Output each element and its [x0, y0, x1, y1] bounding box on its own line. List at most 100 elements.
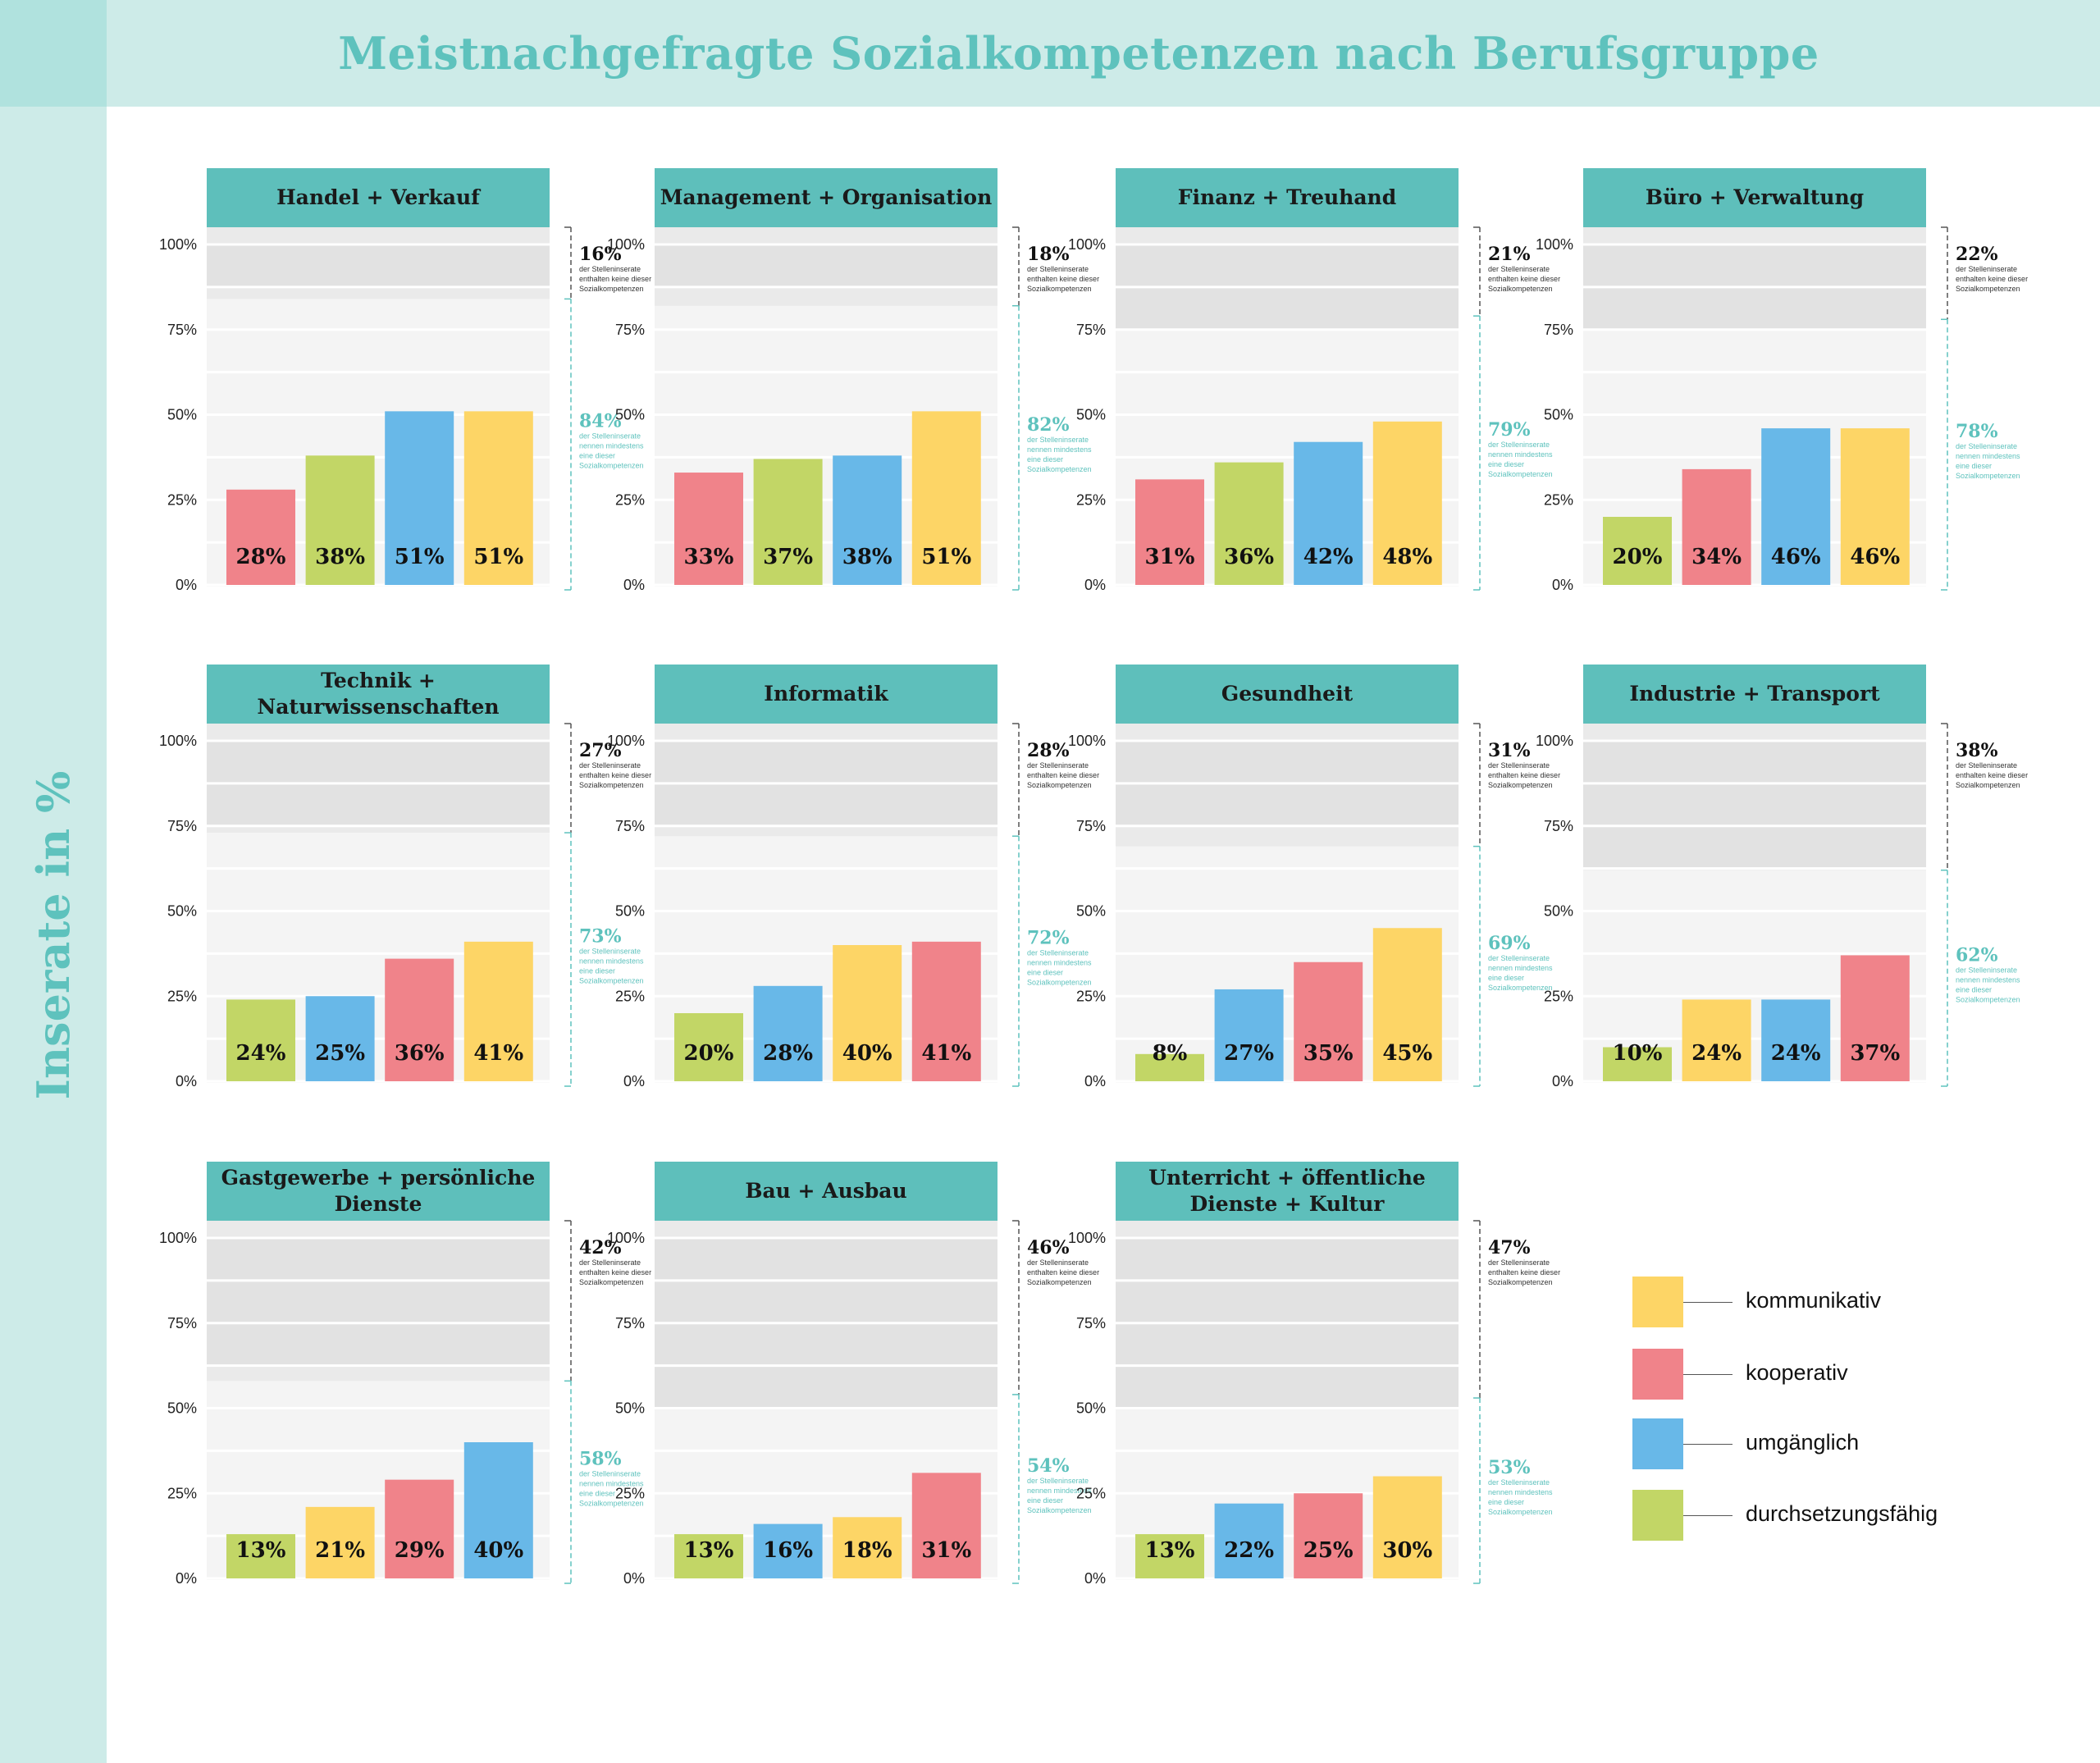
y-tick-label: 25%: [615, 491, 645, 508]
bar-durchsetzungsfähig: [305, 455, 375, 585]
y-tick-label: 100%: [1068, 236, 1106, 253]
with-note: nennen mindestens: [1027, 1487, 1092, 1495]
bar-durchsetzungsfähig: [674, 1534, 743, 1578]
with-note: Sozialkompetenzen: [1488, 470, 1553, 478]
bar-value-label: 30%: [1382, 1538, 1432, 1563]
panel-title: Finanz + Treuhand: [1116, 168, 1459, 227]
panel-chart: 100%75%50%25%0%33% 37% 38% 51%18%der Stelle…: [607, 226, 1099, 593]
bar-value-label: 34%: [1691, 545, 1742, 569]
bar-kooperativ: [911, 941, 981, 1081]
bar-kommunikativ: [463, 941, 533, 1081]
bar-value-label: 46%: [1771, 545, 1821, 569]
without-note: der Stelleninserate: [1027, 265, 1089, 273]
bar-kooperativ: [911, 1473, 981, 1578]
bar-durchsetzungsfähig: [1135, 1053, 1204, 1081]
bar-value-label: 22%: [1224, 1538, 1274, 1563]
without-note: der Stelleninserate: [1488, 761, 1550, 770]
no-skill-zone: [1583, 227, 1926, 320]
no-skill-zone: [207, 1221, 550, 1382]
with-note: der Stelleninserate: [579, 948, 641, 956]
without-percent: 18%: [1027, 244, 1070, 265]
y-tick-label: 75%: [1544, 322, 1573, 338]
bar-umgänglich: [833, 455, 902, 585]
chart-title: Meistnachgefragte Sozialkompetenzen nach…: [338, 27, 1819, 80]
panel-plot-group: 100%75%50%25%0%20% 34% 46% 46%22%der Stelle…: [1536, 226, 2028, 593]
bar-value-label: 18%: [842, 1538, 892, 1563]
with-percent: 84%: [579, 411, 622, 432]
legend-leader-line: [1683, 1444, 1732, 1445]
bar-value-label: 13%: [1145, 1538, 1195, 1563]
y-tick-label: 50%: [615, 1400, 645, 1417]
panel-plot-group: 100%75%50%25%0%8% 27% 35% 45%31%der Stellen…: [1068, 723, 1560, 1089]
panel-title-line: Dienste: [334, 1192, 422, 1216]
bar-durchsetzungsfähig: [226, 999, 295, 1081]
panel-chart: 100%75%50%25%0%8% 27% 35% 45%31%der Stellen…: [1068, 723, 1560, 1089]
with-note: der Stelleninserate: [1488, 954, 1550, 962]
bar-umgänglich: [305, 996, 375, 1081]
bar-value-label: 10%: [1613, 1041, 1663, 1066]
plot-band: [655, 329, 998, 372]
with-note: nennen mindestens: [1488, 1488, 1553, 1496]
y-tick-label: 100%: [159, 733, 197, 749]
y-tick-label: 25%: [1544, 491, 1573, 508]
with-percent: 54%: [1027, 1455, 1070, 1477]
without-percent: 38%: [1956, 740, 1998, 761]
panel: 100% 75% 50% 25% 0% 8% 27% 35% 45% 31% der Stellen…: [1042, 665, 1598, 1099]
no-skill-zone: [1116, 1221, 1459, 1399]
without-percent: 21%: [1488, 244, 1531, 265]
with-note: Sozialkompetenzen: [1027, 465, 1092, 473]
with-note: eine dieser: [1956, 462, 1992, 470]
y-tick-label: 75%: [615, 818, 645, 834]
panel-chart: 100%75%50%25%0%31% 36% 42% 48%21%der Stelle…: [1068, 226, 1560, 593]
plot-band: [1116, 1408, 1459, 1451]
bar-kommunikativ: [305, 1506, 375, 1578]
panel-plot-group: 100%75%50%25%0%13% 16% 18% 31%46%der Stelle…: [607, 1220, 1099, 1587]
y-tick-label: 50%: [167, 407, 197, 423]
bar-value-label: 8%: [1153, 1041, 1188, 1066]
bar-umgänglich: [1294, 441, 1363, 585]
without-percent: 47%: [1488, 1237, 1531, 1258]
panel-chart: 100%75%50%25%0%20% 34% 46% 46%22%der Stelle…: [1536, 226, 2028, 593]
with-note: eine dieser: [579, 1490, 615, 1498]
bar-umgänglich: [385, 411, 454, 585]
panel-chart: 100%75%50%25%0%13% 22% 25% 30%47%der Stelle…: [1068, 1220, 1560, 1587]
y-tick-label: 75%: [1076, 818, 1106, 834]
plot-band: [655, 1408, 998, 1451]
bar-value-label: 13%: [236, 1538, 286, 1563]
with-note: Sozialkompetenzen: [1488, 984, 1553, 992]
with-percent: 78%: [1956, 421, 1998, 442]
y-tick-label: 50%: [1076, 407, 1106, 423]
y-tick-label: 100%: [607, 1230, 645, 1246]
y-tick-label: 0%: [176, 577, 197, 593]
panel-title-line: Dienste + Kultur: [1189, 1192, 1385, 1216]
bar-umgänglich: [753, 985, 823, 1081]
with-note: nennen mindestens: [1956, 975, 2020, 984]
with-percent: 69%: [1488, 933, 1531, 954]
without-note: enthalten keine dieser: [579, 275, 651, 283]
bar-umgänglich: [1214, 1503, 1284, 1578]
with-percent: 62%: [1956, 944, 1998, 966]
without-percent: 28%: [1027, 740, 1070, 761]
panel: 100% 75% 50% 25% 0% 13% 22% 25% 30% 47% der Stelle…: [1042, 1162, 1598, 1596]
y-tick-label: 0%: [176, 1073, 197, 1089]
y-tick-label: 75%: [615, 322, 645, 338]
y-tick-label: 100%: [1068, 733, 1106, 749]
plot-band: [655, 868, 998, 911]
with-note: nennen mindestens: [1488, 450, 1553, 459]
plot-band: [1583, 372, 1926, 415]
y-tick-label: 50%: [1544, 903, 1573, 920]
with-note: der Stelleninserate: [1027, 436, 1089, 444]
y-tick-label: 50%: [167, 1400, 197, 1417]
no-skill-zone: [655, 724, 998, 837]
without-note: enthalten keine dieser: [1956, 771, 2028, 779]
with-note: der Stelleninserate: [579, 1470, 641, 1478]
bar-value-label: 38%: [315, 545, 365, 569]
panel: 100% 75% 50% 25% 0% 33% 37% 38% 51% 18% der Stelle…: [581, 168, 1137, 603]
without-note: Sozialkompetenzen: [1027, 285, 1092, 293]
with-percent: 53%: [1488, 1457, 1531, 1478]
bar-umgänglich: [463, 1442, 533, 1578]
with-note: eine dieser: [579, 967, 615, 975]
bar-kommunikativ: [833, 945, 902, 1081]
with-note: eine dieser: [1027, 455, 1063, 464]
panel: 100% 75% 50% 25% 0% 24% 25% 36% 41% 27% der Stelle…: [133, 665, 689, 1099]
